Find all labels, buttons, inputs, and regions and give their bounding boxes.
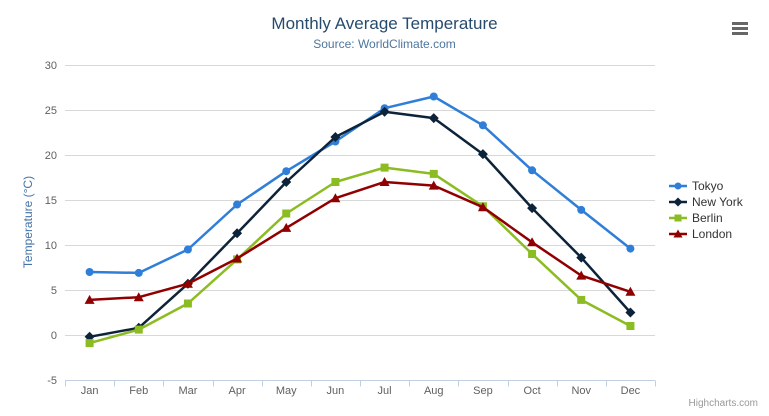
legend-marker-diamond <box>669 197 687 207</box>
data-point-diamond[interactable] <box>428 113 439 124</box>
data-point-circle[interactable] <box>85 268 94 276</box>
hamburger-bar <box>732 27 748 30</box>
legend-label: Tokyo <box>692 179 724 193</box>
x-axis-label: Dec <box>621 385 641 397</box>
x-axis-label: Jun <box>327 385 345 397</box>
series-new-york[interactable] <box>84 106 636 342</box>
hamburger-menu-icon[interactable] <box>732 22 748 35</box>
data-point-triangle[interactable] <box>182 278 193 288</box>
data-point-diamond[interactable] <box>527 203 538 214</box>
data-point-circle[interactable] <box>183 245 192 254</box>
y-axis-title: Temperature (°C) <box>21 175 35 269</box>
data-point-circle[interactable] <box>282 167 291 176</box>
data-point-diamond[interactable] <box>477 149 488 160</box>
y-axis-label: 30 <box>45 60 57 72</box>
data-point-circle[interactable] <box>626 244 635 253</box>
data-point-square[interactable] <box>134 325 143 334</box>
legend: Tokyo New York Berlin London <box>668 178 743 242</box>
data-point-diamond[interactable] <box>232 228 243 239</box>
data-point-circle[interactable] <box>577 205 586 214</box>
highcharts-credit-link[interactable]: Highcharts.com <box>688 398 758 409</box>
x-axis-label: Apr <box>229 385 246 397</box>
data-point-diamond[interactable] <box>625 307 636 318</box>
legend-item-new-york[interactable]: New York <box>668 194 743 210</box>
y-axis-label: 5 <box>51 285 57 297</box>
data-point-triangle[interactable] <box>281 222 292 232</box>
y-axis-label: 0 <box>51 330 57 342</box>
legend-label: New York <box>692 195 743 209</box>
hamburger-bar <box>732 32 748 35</box>
legend-item-london[interactable]: London <box>668 226 743 242</box>
data-point-triangle[interactable] <box>84 294 95 304</box>
data-point-circle[interactable] <box>429 92 438 101</box>
series-tokyo[interactable] <box>85 92 635 277</box>
y-axis-label: 25 <box>45 105 57 117</box>
series-line[interactable] <box>88 166 632 345</box>
x-axis-label: Mar <box>178 385 197 397</box>
legend-marker-square <box>669 214 687 222</box>
chart-title: Monthly Average Temperature <box>271 14 498 33</box>
data-point-triangle[interactable] <box>330 193 341 203</box>
legend-marker-triangle <box>669 229 687 238</box>
y-axis-label: -5 <box>47 375 57 387</box>
legend-marker-circle <box>669 182 687 190</box>
data-point-square[interactable] <box>674 214 682 222</box>
data-point-triangle[interactable] <box>379 177 390 186</box>
y-axis-label: 20 <box>45 150 57 162</box>
data-point-circle[interactable] <box>674 182 682 190</box>
data-point-circle[interactable] <box>528 166 537 175</box>
data-point-triangle[interactable] <box>232 253 243 263</box>
x-axis-label: Aug <box>424 385 444 397</box>
y-axis-label: 15 <box>45 195 57 207</box>
data-point-circle[interactable] <box>478 121 487 130</box>
data-point-square[interactable] <box>626 322 635 330</box>
data-point-diamond[interactable] <box>281 177 292 187</box>
data-point-diamond[interactable] <box>673 197 683 207</box>
y-axis-label: 10 <box>45 240 57 252</box>
data-point-diamond[interactable] <box>379 106 390 117</box>
data-point-circle[interactable] <box>134 268 143 277</box>
x-axis-label: May <box>276 385 297 397</box>
data-point-square[interactable] <box>85 339 94 348</box>
legend-label: Berlin <box>692 211 723 225</box>
data-point-square[interactable] <box>577 295 586 304</box>
legend-item-tokyo[interactable]: Tokyo <box>668 178 743 194</box>
chart-subtitle: Source: WorldClimate.com <box>313 37 456 51</box>
series-line[interactable] <box>88 180 632 302</box>
series-london[interactable] <box>84 177 636 304</box>
data-point-triangle[interactable] <box>133 292 144 302</box>
series-line[interactable] <box>88 95 632 275</box>
hamburger-bar <box>732 22 748 25</box>
legend-item-berlin[interactable]: Berlin <box>668 210 743 226</box>
data-point-circle[interactable] <box>233 200 242 209</box>
x-axis-label: Jan <box>81 385 99 397</box>
data-point-diamond[interactable] <box>576 252 587 263</box>
data-point-triangle[interactable] <box>477 202 488 212</box>
data-point-diamond[interactable] <box>330 132 341 142</box>
data-point-square[interactable] <box>282 209 291 218</box>
data-point-square[interactable] <box>183 299 192 308</box>
data-point-triangle[interactable] <box>625 286 636 296</box>
data-point-square[interactable] <box>380 163 389 172</box>
data-point-triangle[interactable] <box>673 229 683 238</box>
x-axis-label: Jul <box>378 385 392 397</box>
data-point-triangle[interactable] <box>576 270 587 280</box>
data-point-square[interactable] <box>528 250 537 258</box>
x-axis-label: Feb <box>129 385 148 397</box>
x-axis-label: Sep <box>473 385 493 397</box>
data-point-triangle[interactable] <box>527 237 538 247</box>
x-axis-label: Nov <box>571 385 591 397</box>
data-point-square[interactable] <box>429 169 438 178</box>
data-point-square[interactable] <box>331 178 340 186</box>
series-line[interactable] <box>88 110 632 339</box>
legend-label: London <box>692 227 733 241</box>
data-point-triangle[interactable] <box>428 180 439 190</box>
x-axis-label: Oct <box>524 385 541 397</box>
